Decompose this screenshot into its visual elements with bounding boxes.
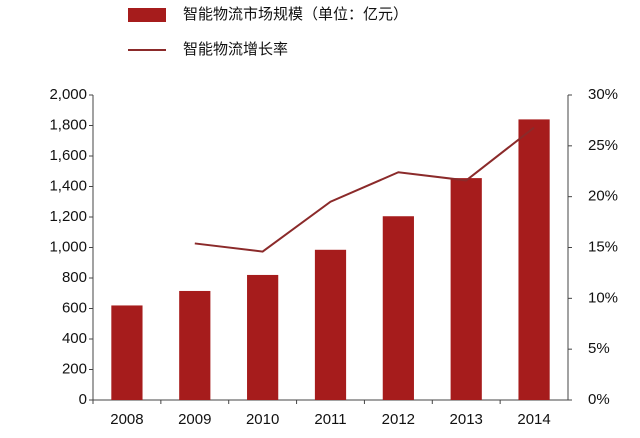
line xyxy=(194,126,535,253)
y-tick-label: 1,400 xyxy=(49,177,87,194)
x-tick-label: 2008 xyxy=(110,411,143,428)
bar xyxy=(450,178,482,400)
bar xyxy=(382,216,414,400)
y-tick-label: 1,200 xyxy=(49,208,87,225)
x-tick-label: 2012 xyxy=(382,411,415,428)
x-tick-label: 2014 xyxy=(517,411,550,428)
y-tick-label: 1,600 xyxy=(49,147,87,164)
x-tick-label: 2010 xyxy=(246,411,279,428)
y-tick-label: 800 xyxy=(62,269,87,286)
x-tick-label: 2009 xyxy=(178,411,211,428)
legend-swatch xyxy=(128,8,166,22)
y2-tick-label: 0% xyxy=(588,391,610,408)
bar xyxy=(247,274,279,400)
bar xyxy=(518,119,550,401)
y-tick-label: 2,000 xyxy=(49,86,87,103)
legend-label: 智能物流市场规模（单位：亿元） xyxy=(183,5,408,23)
y-tick-label: 0 xyxy=(79,391,87,408)
y-tick-label: 600 xyxy=(62,299,87,316)
y-tick-label: 400 xyxy=(62,330,87,347)
y2-tick-label: 15% xyxy=(588,238,618,255)
y2-tick-label: 30% xyxy=(588,86,618,103)
y-tick-label: 200 xyxy=(62,360,87,377)
x-tick-label: 2011 xyxy=(314,411,346,428)
y2-tick-label: 20% xyxy=(588,188,618,205)
bar xyxy=(314,249,347,400)
y-tick-label: 1,000 xyxy=(49,238,87,255)
y2-tick-label: 25% xyxy=(588,137,618,154)
bar xyxy=(111,305,143,400)
y-tick-label: 1,800 xyxy=(49,116,87,133)
legend-label: 智能物流增长率 xyxy=(183,40,288,58)
bar xyxy=(179,290,211,400)
y2-tick-label: 5% xyxy=(588,340,610,357)
y2-tick-label: 10% xyxy=(588,289,618,306)
x-tick-label: 2013 xyxy=(450,411,483,428)
